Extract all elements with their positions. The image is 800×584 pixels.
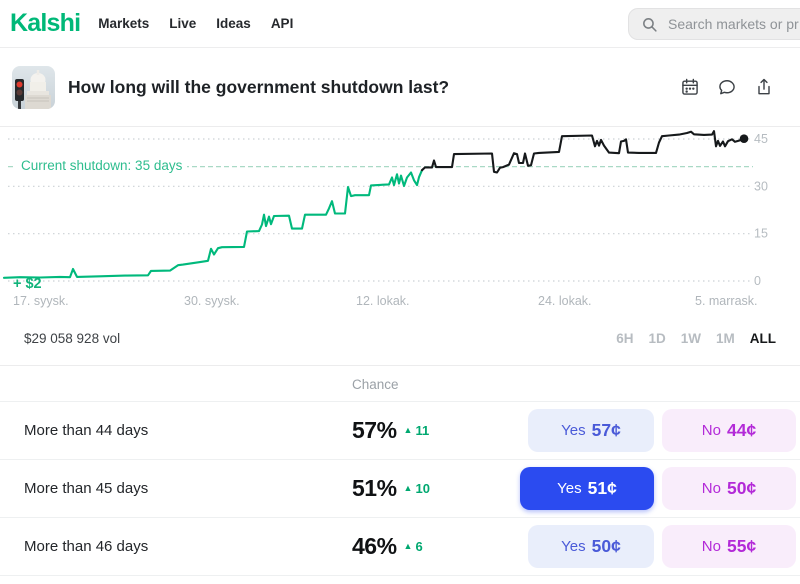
profit-label: + $2 — [13, 276, 42, 292]
no-word: No — [701, 480, 721, 497]
nav-item-ideas[interactable]: Ideas — [216, 16, 251, 31]
market-actions — [680, 77, 780, 97]
svg-text:30: 30 — [754, 179, 768, 193]
filter-6h[interactable]: 6H — [616, 331, 634, 346]
chance-delta: ▲ 10 — [404, 481, 430, 496]
filter-1w[interactable]: 1W — [680, 331, 701, 346]
no-price: 50¢ — [726, 478, 757, 498]
time-range-filters: 6H 1D 1W 1M ALL — [616, 331, 776, 346]
table-row: More than 44 days 57% ▲ 11 Yes 57¢ No 44… — [0, 402, 800, 460]
no-word: No — [701, 422, 721, 439]
svg-text:0: 0 — [754, 274, 761, 288]
yes-word: Yes — [561, 422, 586, 439]
search-input[interactable] — [666, 15, 800, 33]
table-row: More than 46 days 46% ▲ 6 Yes 50¢ No 55¢ — [0, 518, 800, 576]
yes-price: 57¢ — [591, 420, 621, 440]
search-box[interactable] — [628, 8, 800, 40]
yes-button[interactable]: Yes 57¢ — [528, 409, 654, 452]
chance-value: 46% — [352, 533, 397, 559]
top-nav: Kalshi Markets Live Ideas API — [0, 0, 800, 48]
x-axis-label: 12. lokak. — [356, 294, 410, 308]
chance-value: 51% — [352, 475, 397, 501]
kalshi-logo[interactable]: Kalshi — [10, 9, 81, 37]
nav-item-live[interactable]: Live — [169, 16, 197, 31]
no-price: 44¢ — [726, 420, 757, 440]
no-price: 55¢ — [726, 536, 757, 556]
shutdown-annotation: Current shutdown: 35 days — [16, 157, 188, 173]
no-button[interactable]: No 55¢ — [662, 525, 796, 568]
delta-value: 10 — [415, 481, 430, 496]
no-word: No — [701, 538, 721, 555]
chance-cell: 51% ▲ 10 — [352, 475, 520, 502]
delta-value: 11 — [415, 423, 430, 438]
filter-1m[interactable]: 1M — [715, 331, 735, 346]
yes-price: 51¢ — [587, 478, 617, 498]
search-icon — [643, 17, 657, 32]
x-axis-label: 24. lokak. — [538, 294, 592, 308]
comment-icon[interactable] — [717, 77, 737, 97]
filter-all[interactable]: ALL — [749, 331, 776, 346]
trade-buttons: Yes 50¢ No 55¢ — [528, 525, 800, 568]
yes-price: 50¢ — [591, 536, 621, 556]
table-header: Chance — [0, 366, 800, 402]
table-row: More than 45 days 51% ▲ 10 Yes 51¢ No 50… — [0, 460, 800, 518]
chance-cell: 57% ▲ 11 — [352, 417, 528, 444]
x-axis-label: 5. marrask. — [695, 294, 758, 308]
market-thumbnail — [12, 65, 55, 109]
chance-value: 57% — [352, 417, 397, 443]
market-header: How long will the government shutdown la… — [0, 48, 800, 127]
arrow-up-icon: ▲ — [403, 483, 413, 493]
arrow-up-icon: ▲ — [403, 425, 413, 435]
svg-text:45: 45 — [754, 132, 768, 146]
yes-word: Yes — [561, 538, 586, 555]
row-label: More than 45 days — [24, 480, 149, 497]
market-title: How long will the government shutdown la… — [68, 76, 450, 97]
svg-text:15: 15 — [754, 227, 768, 241]
row-label: More than 46 days — [24, 538, 149, 555]
nav-item-markets[interactable]: Markets — [98, 16, 150, 31]
chance-delta: ▲ 11 — [404, 423, 430, 438]
chance-delta: ▲ 6 — [404, 539, 423, 554]
nav-items: Markets Live Ideas API — [98, 16, 293, 31]
x-axis-label: 30. syysk. — [184, 294, 240, 308]
row-label: More than 44 days — [24, 422, 149, 439]
arrow-up-icon: ▲ — [403, 541, 413, 551]
price-chart[interactable]: 0 15 30 45 Current shutdown: 35 days + $2 1… — [0, 127, 800, 312]
delta-value: 6 — [415, 539, 423, 554]
x-axis-label: 17. syysk. — [13, 294, 69, 308]
nav-item-api[interactable]: API — [270, 16, 294, 31]
trade-buttons: Yes 57¢ No 44¢ — [528, 409, 800, 452]
share-icon[interactable] — [754, 77, 774, 97]
calendar-icon[interactable] — [680, 77, 700, 97]
trade-buttons: Yes 51¢ No 50¢ — [520, 467, 800, 510]
volume-label: $29 058 928 vol — [24, 331, 121, 346]
filter-1d[interactable]: 1D — [648, 331, 666, 346]
chance-column-header: Chance — [352, 377, 399, 392]
chance-cell: 46% ▲ 6 — [352, 533, 528, 560]
yes-word: Yes — [557, 480, 582, 497]
no-button[interactable]: No 44¢ — [662, 409, 796, 452]
chart-canvas: 0 15 30 45 — [2, 130, 768, 288]
yes-button[interactable]: Yes 50¢ — [528, 525, 654, 568]
no-button[interactable]: No 50¢ — [662, 467, 796, 510]
volume-row: $29 058 928 vol 6H 1D 1W 1M ALL — [0, 312, 800, 366]
yes-button-selected[interactable]: Yes 51¢ — [520, 467, 654, 510]
